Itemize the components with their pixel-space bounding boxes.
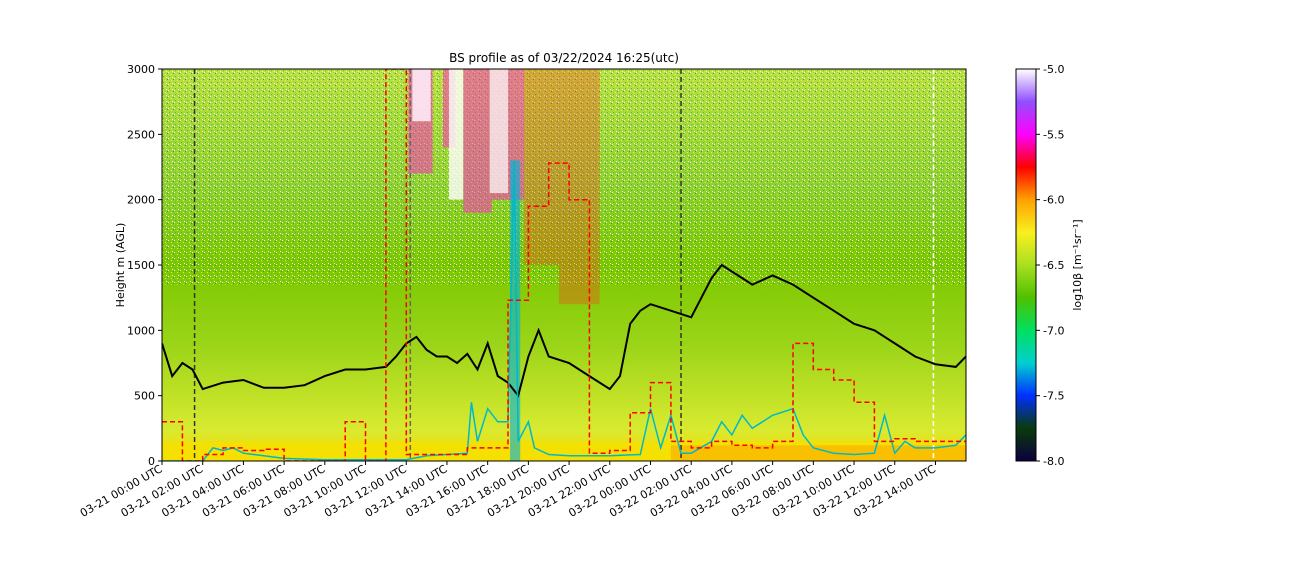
colorbar-tick-label: -6.0 xyxy=(1043,194,1064,207)
colorbar-tick-label: -5.5 xyxy=(1043,128,1064,141)
y-axis-ticks: 0 500 1000 1500 2000 2500 3000 xyxy=(127,63,162,468)
precip-column xyxy=(510,160,521,461)
cloud-region xyxy=(524,69,559,265)
series-line-0 xyxy=(162,263,966,398)
y-axis-label: Height m (AGL) xyxy=(114,223,127,308)
series-line-1 xyxy=(162,160,966,461)
colorbar-tick-label: -7.0 xyxy=(1043,324,1064,337)
y-tick-label: 0 xyxy=(148,455,155,468)
colorbar-tick-label: -5.0 xyxy=(1043,63,1064,76)
colorbar-tick-label: -6.5 xyxy=(1043,259,1064,272)
colorbar-label: log10β [m⁻¹sr⁻¹] xyxy=(1071,219,1084,310)
y-tick-label: 2500 xyxy=(127,128,155,141)
y-tick-label: 500 xyxy=(134,390,155,403)
y-tick-label: 2000 xyxy=(127,194,155,207)
colorbar-tick-label: -8.0 xyxy=(1043,455,1064,468)
surface-layer xyxy=(162,441,966,461)
chart-title: BS profile as of 03/22/2024 16:25(utc) xyxy=(449,51,679,65)
y-tick-label: 3000 xyxy=(127,63,155,76)
cloud-region xyxy=(558,69,600,305)
series-line-2 xyxy=(162,69,966,461)
y-tick-label: 1000 xyxy=(127,324,155,337)
plot-area xyxy=(161,68,967,462)
cloud-core xyxy=(448,69,464,200)
colorbar: -5.0 -5.5 -6.0 -6.5 -7.0 -7.5 -8.0 xyxy=(1015,63,1064,468)
colorbar-tick-label: -7.5 xyxy=(1043,390,1064,403)
heatmap-noise xyxy=(162,69,966,285)
cloud-core xyxy=(489,69,509,194)
cloud-core xyxy=(412,69,431,122)
colorbar-gradient xyxy=(1015,68,1037,462)
surface-layer-strong xyxy=(670,445,966,461)
y-tick-label: 1500 xyxy=(127,259,155,272)
cloud-region xyxy=(463,69,492,213)
